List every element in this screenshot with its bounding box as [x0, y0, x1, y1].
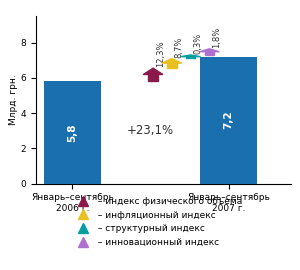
Bar [167, 63, 177, 68]
Text: +23,1%: +23,1% [127, 124, 174, 137]
Text: 1,8%: 1,8% [212, 27, 221, 48]
Y-axis label: Млрд. грн.: Млрд. грн. [9, 75, 18, 125]
Bar [148, 75, 158, 81]
Bar [205, 52, 214, 55]
Text: 0,3%: 0,3% [193, 33, 202, 54]
Text: 8,7%: 8,7% [175, 36, 184, 58]
Bar [200, 57, 257, 184]
Text: 7,2: 7,2 [224, 111, 234, 130]
Polygon shape [181, 55, 201, 57]
Bar [44, 81, 101, 184]
Polygon shape [143, 68, 163, 75]
Text: 12,3%: 12,3% [156, 41, 165, 67]
Polygon shape [200, 49, 219, 52]
Legend:  – индекс физического объема,  – инфляционный индекс,  – структурный индекс,  – : – индекс физического объема, – инфляцион… [70, 194, 246, 250]
Text: 5,8: 5,8 [68, 123, 77, 142]
Bar [186, 57, 195, 59]
Polygon shape [162, 59, 182, 63]
